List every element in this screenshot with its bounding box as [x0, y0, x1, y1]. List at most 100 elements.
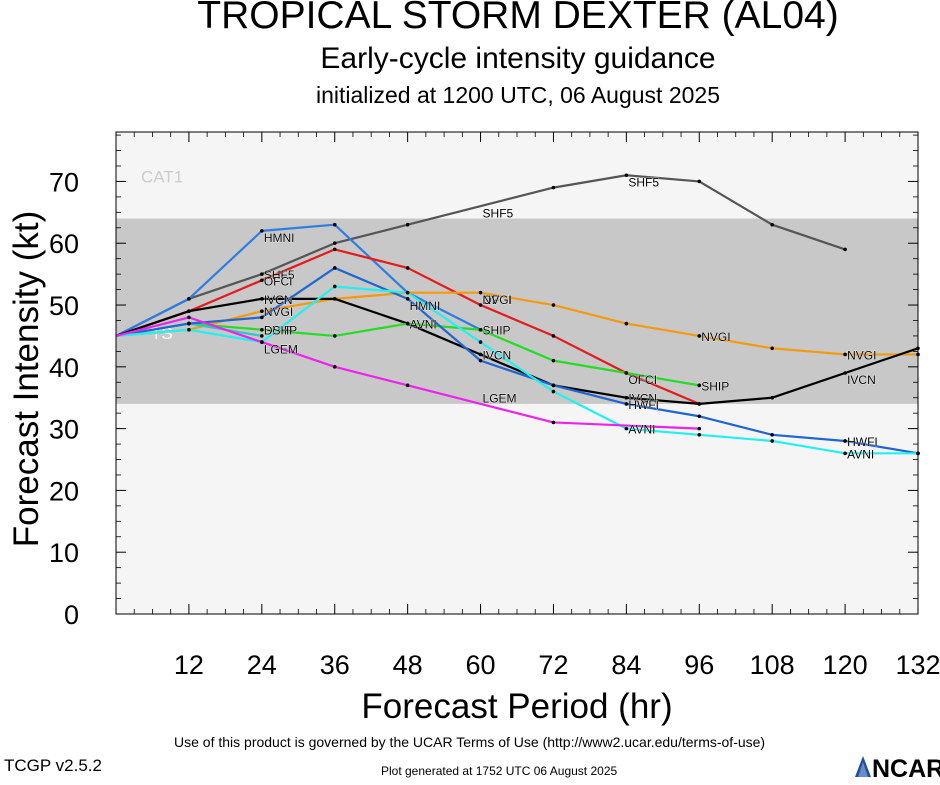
- data-point-ofci: [332, 247, 337, 252]
- data-point-avni: [478, 340, 483, 344]
- series-label-ship: SHIP: [264, 324, 292, 338]
- data-point-shf5: [551, 185, 556, 190]
- x-tick-label: 132: [895, 650, 940, 680]
- ncar-logo-mark: [855, 756, 871, 777]
- y-axis-ticks: 0 10 20 30 40 50 60 70: [49, 167, 918, 630]
- data-point-hwfi: [260, 315, 264, 320]
- data-point-lgem: [405, 383, 410, 388]
- data-point-lgem: [551, 420, 556, 425]
- data-point-ivcn: [260, 297, 264, 301]
- data-point-avni: [405, 290, 410, 295]
- series-points: [187, 173, 920, 456]
- data-point-hwfi: [624, 402, 629, 406]
- series-label-avni: AVNI: [847, 447, 874, 461]
- data-point-avni: [187, 327, 191, 332]
- data-point-dshp: [260, 334, 264, 338]
- data-point-hwfi: [551, 383, 556, 388]
- data-point-nvgi: [770, 346, 774, 351]
- version-label: TCGP v2.5.2: [4, 756, 102, 775]
- series-line-shf5: [115, 174, 846, 337]
- data-point-hwfi: [478, 358, 483, 363]
- data-point-ship: [478, 327, 483, 332]
- chart-title: TROPICAL STORM DEXTER (AL04): [197, 0, 839, 37]
- data-point-hwfi: [843, 439, 847, 443]
- series-label-nvgi: NVGI: [701, 330, 730, 344]
- data-point-ivcn: [697, 402, 702, 406]
- data-point-ship: [697, 383, 702, 388]
- series-label-avni: AVNI: [628, 423, 655, 437]
- data-point-hwfi: [187, 321, 191, 326]
- data-point-ivcn: [770, 395, 774, 400]
- x-axis-ticks: 12 24 36 48 60 72 84 96 108 120 132: [174, 132, 940, 680]
- data-point-ship: [332, 334, 337, 338]
- data-point-hwfi: [332, 266, 337, 270]
- series-label-hwfi: HWFI: [847, 435, 878, 449]
- data-point-nvgi: [551, 303, 556, 307]
- series-label-hmni: HMNI: [264, 231, 295, 245]
- y-tick-label: 10: [49, 538, 79, 568]
- data-point-shf5: [770, 222, 774, 227]
- data-point-ship: [624, 371, 629, 375]
- data-point-ship: [405, 321, 410, 326]
- series-label-ship: SHIP: [701, 379, 729, 393]
- series-line-avni: [115, 285, 918, 455]
- x-tick-label: 48: [393, 650, 423, 680]
- generated-timestamp: Plot generated at 1752 UTC 06 August 202…: [381, 764, 618, 778]
- series-label-ivcn: IVCN: [628, 392, 657, 406]
- x-tick-label: 84: [611, 650, 641, 680]
- x-tick-label: 12: [174, 650, 204, 680]
- x-tick-label: 120: [823, 650, 868, 680]
- y-tick-label: 20: [49, 476, 79, 506]
- data-point-avni: [624, 426, 629, 431]
- series-label-nvgi: NVGI: [847, 348, 876, 362]
- series-label-dshp: DSHP: [264, 324, 297, 338]
- x-tick-label: 36: [320, 650, 350, 680]
- ncar-logo-text: NCAR: [872, 755, 940, 780]
- data-point-hmni: [332, 222, 337, 227]
- data-point-nvgi: [843, 352, 847, 357]
- data-point-ofci: [478, 303, 483, 307]
- data-point-ivcn: [624, 395, 629, 400]
- data-point-hwfi: [405, 297, 410, 301]
- series-label-lgem: LGEM: [264, 342, 298, 356]
- data-point-ivcn: [843, 371, 847, 375]
- y-tick-label: 0: [64, 600, 79, 630]
- data-point-lgem: [332, 365, 337, 369]
- series-label-hmni: HMNI: [410, 299, 441, 313]
- data-point-ofci: [551, 334, 556, 338]
- initialization-time: initialized at 1200 UTC, 06 August 2025: [315, 82, 721, 108]
- data-point-shf5: [843, 247, 847, 252]
- series-line-hmni: [115, 223, 482, 337]
- series-label-hwfi: HWFI: [628, 398, 659, 412]
- y-tick-label: 30: [49, 415, 79, 445]
- plot-frame: [115, 131, 919, 615]
- data-point-shf5: [405, 222, 410, 227]
- data-point-ship: [551, 358, 556, 363]
- y-tick-label: 70: [49, 167, 79, 197]
- data-point-avni: [843, 451, 847, 456]
- data-point-avni: [551, 389, 556, 394]
- x-tick-label: 72: [538, 650, 568, 680]
- data-point-avni: [697, 432, 702, 437]
- data-point-shf5: [260, 272, 264, 276]
- data-point-ivcn: [187, 309, 191, 314]
- ncar-logo: NCAR: [852, 752, 940, 783]
- data-point-nvgi: [478, 290, 483, 295]
- band-cat1: [116, 132, 918, 219]
- x-tick-label: 108: [750, 650, 795, 680]
- y-tick-label: 60: [49, 229, 79, 259]
- x-axis-label: Forecast Period (hr): [361, 687, 672, 726]
- series-label-ship: SHIP: [483, 324, 511, 338]
- series-line-ivcn: [115, 297, 919, 405]
- data-point-ivcn: [332, 297, 337, 301]
- series-line-nvgi: [115, 291, 918, 356]
- series-labels: SHF5SHF5SHF5HMNIHMNIOFCIOFCIOFCINVGINVGI…: [264, 175, 879, 461]
- data-point-lgem: [187, 315, 191, 320]
- y-axis-label: Forecast Intensity (kt): [7, 211, 46, 547]
- band-label-cat1: CAT1: [141, 167, 183, 186]
- series-label-ofci: OFCI: [628, 373, 657, 387]
- data-point-hmni: [260, 229, 264, 233]
- series-label-nvgi: NVGI: [483, 293, 512, 307]
- data-point-avni: [332, 284, 337, 289]
